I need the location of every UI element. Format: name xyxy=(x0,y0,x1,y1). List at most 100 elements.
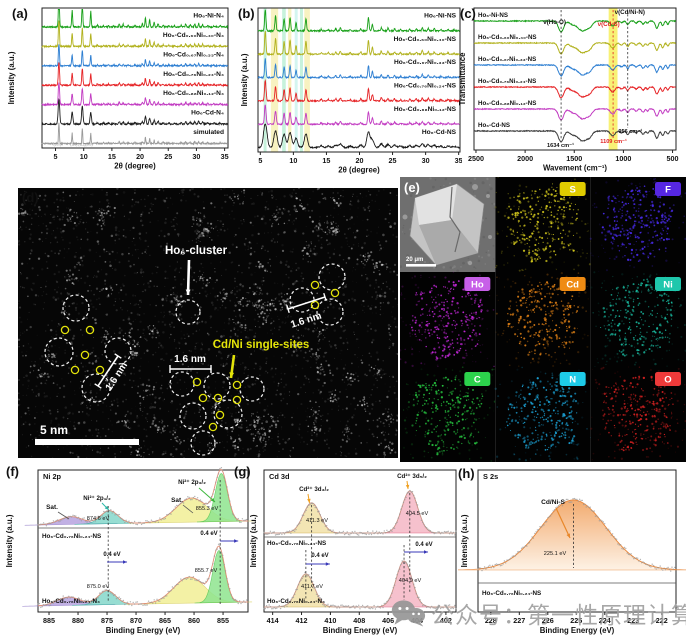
stem-speckle xyxy=(21,286,24,289)
map-dot xyxy=(547,343,550,346)
map-dot xyxy=(539,196,541,198)
map-dot xyxy=(424,331,426,333)
stem-speckle xyxy=(249,300,252,303)
stem-speckle xyxy=(177,292,178,294)
stem-speckle xyxy=(176,441,178,443)
stem-speckle xyxy=(320,425,322,427)
stem-speckle xyxy=(298,342,301,345)
x-axis-title: 2θ (degree) xyxy=(338,166,380,175)
stem-speckle xyxy=(315,417,318,420)
stem-speckle xyxy=(260,280,264,283)
stem-speckle xyxy=(279,260,282,263)
stem-speckle xyxy=(320,268,323,271)
stem-speckle xyxy=(363,242,367,245)
stem-speckle xyxy=(101,353,104,356)
stem-speckle xyxy=(378,260,382,264)
stem-speckle xyxy=(254,302,256,304)
stem-speckle xyxy=(382,430,384,433)
stem-speckle xyxy=(87,289,90,292)
stem-speckle xyxy=(326,227,328,229)
stem-speckle xyxy=(257,416,259,419)
stem-speckle xyxy=(204,216,206,218)
stem-speckle xyxy=(176,300,179,303)
stem-speckle xyxy=(288,437,291,440)
stem-speckle xyxy=(265,362,268,365)
stem-speckle xyxy=(95,396,97,398)
stem-speckle xyxy=(318,340,320,342)
stem-speckle xyxy=(335,222,337,224)
stem-speckle xyxy=(75,194,77,196)
stem-speckle xyxy=(145,435,148,438)
stem-speckle xyxy=(81,365,85,368)
stem-speckle xyxy=(140,213,142,216)
stem-speckle xyxy=(107,384,109,386)
stem-speckle xyxy=(254,309,257,311)
stem-speckle xyxy=(254,382,256,385)
stem-speckle xyxy=(207,350,210,352)
stem-speckle xyxy=(68,207,69,209)
stem-speckle xyxy=(119,288,122,290)
eds-cell-SEM: 20 μm xyxy=(400,177,497,273)
stem-speckle xyxy=(264,432,267,435)
stem-speckle xyxy=(158,334,161,337)
map-dot xyxy=(630,252,633,255)
map-dot xyxy=(641,220,643,222)
stem-speckle xyxy=(310,348,313,351)
map-dot xyxy=(462,288,465,291)
stem-speckle xyxy=(346,219,348,221)
stem-speckle xyxy=(197,230,199,232)
stem-speckle xyxy=(318,330,321,333)
stem-speckle xyxy=(334,231,337,235)
map-dot xyxy=(612,228,615,231)
map-dot xyxy=(463,338,466,342)
stem-speckle xyxy=(47,354,51,357)
stem-speckle xyxy=(163,425,166,428)
stem-speckle xyxy=(80,403,83,405)
stem-speckle xyxy=(320,419,322,420)
map-dot xyxy=(530,309,532,311)
single-site-circle xyxy=(198,393,208,403)
stem-speckle xyxy=(299,204,302,207)
stem-speckle xyxy=(56,241,59,243)
stem-speckle xyxy=(22,423,25,426)
stem-speckle xyxy=(114,457,116,458)
map-dot xyxy=(503,214,507,218)
stem-speckle xyxy=(141,211,144,214)
sem-noise xyxy=(488,184,491,186)
stem-speckle xyxy=(169,325,172,328)
single-sites-label: Cd/Ni single-sites xyxy=(213,339,310,351)
stem-speckle xyxy=(329,399,332,402)
map-dot xyxy=(629,235,632,237)
series-label: Ho₆-Cd₀.₈₈Ni₀.₁₂-N₄ xyxy=(163,90,224,97)
map-dot xyxy=(452,297,455,300)
stem-speckle xyxy=(205,296,208,298)
stem-speckle xyxy=(312,415,314,417)
stem-speckle xyxy=(352,270,354,272)
stem-speckle xyxy=(131,294,135,297)
stem-speckle xyxy=(185,199,187,202)
stem-speckle xyxy=(188,448,190,450)
stem-speckle xyxy=(309,356,311,358)
stem-speckle xyxy=(349,203,352,206)
stem-speckle xyxy=(139,237,141,239)
sem-noise xyxy=(477,255,481,258)
stem-speckle xyxy=(253,250,256,253)
stem-speckle xyxy=(308,245,310,247)
series-label: Ho₆-Cd₀.₆₇Ni₀.₃₃-NS xyxy=(478,56,536,63)
stem-speckle xyxy=(98,219,101,222)
stem-speckle xyxy=(175,222,178,225)
stem-speckle xyxy=(55,280,59,284)
sem-noise xyxy=(467,257,469,260)
stem-speckle xyxy=(21,351,23,353)
stem-speckle xyxy=(134,192,136,194)
stem-speckle xyxy=(175,296,177,298)
stem-speckle xyxy=(281,321,284,324)
stem-speckle xyxy=(187,365,189,368)
map-dot xyxy=(604,251,606,253)
stem-speckle xyxy=(328,229,330,231)
stem-speckle xyxy=(30,434,32,436)
map-dot xyxy=(607,215,609,218)
stem-speckle xyxy=(51,320,53,322)
stem-speckle xyxy=(216,299,219,301)
map-dot xyxy=(412,319,414,321)
